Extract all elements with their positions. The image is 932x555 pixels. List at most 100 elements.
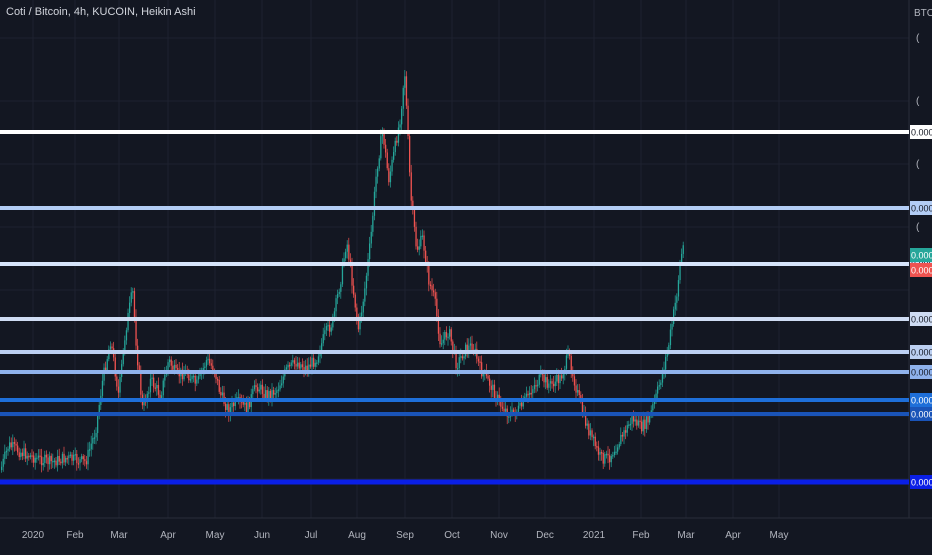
candle-body bbox=[508, 416, 510, 418]
candle-body bbox=[21, 452, 24, 456]
candle-body bbox=[556, 374, 558, 382]
level-axis-badge bbox=[910, 407, 932, 421]
candle-body bbox=[610, 456, 612, 463]
candle-body bbox=[441, 343, 443, 345]
candle-body bbox=[666, 351, 668, 357]
candle-body bbox=[354, 294, 356, 308]
candle-body bbox=[129, 302, 131, 313]
candle-body bbox=[586, 423, 588, 426]
candle-body bbox=[474, 348, 476, 352]
candle-body bbox=[633, 416, 635, 422]
candle-body bbox=[436, 298, 438, 317]
candle-body bbox=[369, 243, 371, 260]
candle-body bbox=[303, 367, 305, 370]
candle-body bbox=[68, 455, 70, 459]
candle-body bbox=[524, 396, 526, 399]
candle-body bbox=[74, 454, 76, 456]
candle-body bbox=[28, 455, 30, 458]
candle-body bbox=[529, 392, 531, 395]
candle-body bbox=[325, 326, 328, 331]
candle-body bbox=[628, 424, 630, 427]
candle-body bbox=[314, 362, 316, 367]
candle-body bbox=[601, 451, 603, 454]
candle-body bbox=[517, 405, 520, 412]
candle-body bbox=[437, 316, 440, 334]
candle-body bbox=[119, 377, 121, 393]
candle-body bbox=[621, 434, 624, 437]
candle-body bbox=[477, 358, 480, 362]
candle-body bbox=[218, 379, 220, 392]
candle-body bbox=[111, 346, 113, 349]
y-tick-label: ( bbox=[916, 96, 920, 107]
candle-body bbox=[503, 408, 505, 412]
candle-body bbox=[631, 416, 633, 424]
candle-body bbox=[549, 381, 552, 384]
candle-body bbox=[482, 373, 484, 377]
candle-body bbox=[289, 364, 291, 367]
candle-body bbox=[173, 364, 176, 370]
candle-body bbox=[321, 343, 323, 353]
candle-body bbox=[525, 393, 528, 397]
candle-body bbox=[399, 124, 401, 128]
candle-body bbox=[15, 443, 17, 446]
x-tick-label: Apr bbox=[725, 530, 741, 541]
x-tick-label: Aug bbox=[348, 530, 366, 541]
candle-body bbox=[20, 452, 22, 458]
level-axis-badge bbox=[910, 475, 932, 489]
candle-body bbox=[401, 108, 403, 125]
candle-body bbox=[2, 458, 4, 467]
candle-body bbox=[618, 444, 620, 448]
candle-body bbox=[585, 412, 587, 426]
x-tick-label: 2021 bbox=[583, 530, 606, 541]
candle-body bbox=[204, 366, 206, 369]
candle-body bbox=[433, 290, 435, 293]
candle-body bbox=[681, 253, 683, 263]
candle-body bbox=[335, 298, 337, 312]
candle-body bbox=[57, 455, 59, 466]
candle-body bbox=[53, 460, 56, 463]
candle-body bbox=[620, 434, 622, 445]
candle-body bbox=[242, 401, 244, 405]
candle-body bbox=[220, 391, 222, 396]
candle-body bbox=[189, 379, 192, 381]
candle-body bbox=[309, 364, 312, 367]
candle-body bbox=[1, 466, 3, 470]
candle-body bbox=[359, 316, 361, 330]
candle-body bbox=[31, 455, 33, 457]
candle-body bbox=[626, 425, 628, 433]
candle-body bbox=[623, 430, 625, 437]
candle-body bbox=[487, 375, 489, 379]
x-tick-label: Feb bbox=[66, 530, 84, 541]
candle-body bbox=[402, 87, 404, 109]
candle-body bbox=[322, 334, 324, 344]
candle-body bbox=[308, 364, 310, 371]
candle-body bbox=[554, 381, 556, 387]
candle-body bbox=[177, 367, 179, 370]
chart-title: Coti / Bitcoin, 4h, KUCOIN, Heikin Ashi bbox=[6, 6, 196, 18]
candle-body bbox=[181, 369, 184, 380]
candle-body bbox=[346, 244, 348, 252]
candle-body bbox=[455, 349, 457, 369]
candle-body bbox=[364, 288, 366, 302]
y-tick-label: ( bbox=[916, 159, 920, 170]
candle-body bbox=[522, 398, 524, 407]
candle-body bbox=[191, 375, 193, 380]
candle-body bbox=[169, 359, 171, 363]
candle-body bbox=[551, 381, 553, 384]
candle-body bbox=[557, 374, 560, 384]
candle-body bbox=[490, 385, 492, 390]
candle-body bbox=[156, 384, 158, 389]
candle-body bbox=[471, 343, 473, 351]
candle-body bbox=[388, 168, 390, 183]
candle-body bbox=[49, 455, 51, 465]
candle-body bbox=[466, 344, 468, 352]
candle-body bbox=[87, 449, 89, 465]
candle-body bbox=[234, 398, 236, 407]
candle-body bbox=[394, 140, 396, 153]
candle-body bbox=[353, 285, 355, 295]
candle-body bbox=[268, 390, 270, 399]
x-tick-label: May bbox=[206, 530, 225, 541]
